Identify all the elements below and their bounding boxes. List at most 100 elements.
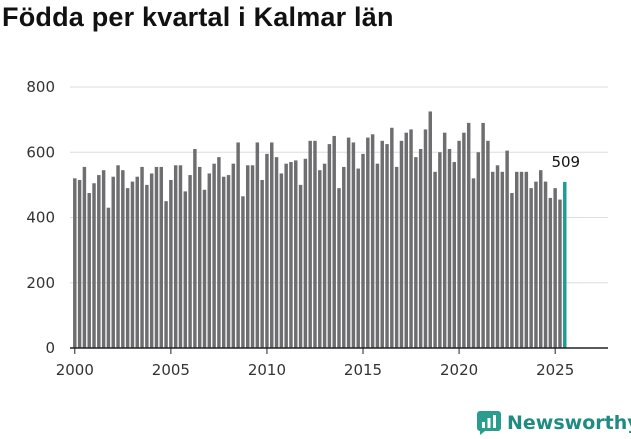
bar — [351, 142, 356, 348]
bar — [294, 160, 298, 348]
newsworthy-logo: Newsworthy — [477, 408, 631, 438]
bar — [279, 173, 284, 348]
bar — [159, 166, 163, 348]
bar — [145, 184, 149, 349]
bar — [270, 142, 274, 348]
bar — [471, 178, 476, 348]
bar — [327, 144, 332, 348]
bar — [375, 163, 380, 348]
bar — [366, 137, 370, 348]
bar — [539, 170, 543, 348]
x-axis-ticks: 2000 2005 2010 2015 2020 2025 — [56, 348, 574, 379]
bar — [466, 122, 471, 348]
bar — [318, 170, 322, 348]
bar — [346, 137, 351, 348]
bar — [212, 163, 216, 348]
x-tick-label: 2015 — [344, 361, 382, 379]
bar — [183, 191, 188, 348]
bar — [241, 196, 245, 348]
bar — [116, 165, 120, 348]
bar — [125, 188, 130, 348]
bar — [548, 197, 553, 348]
bar — [255, 142, 260, 348]
bar — [231, 163, 236, 348]
y-tick-label: 400 — [26, 209, 55, 227]
bar — [274, 157, 279, 348]
bar — [500, 171, 505, 348]
annotations: 509 — [551, 153, 580, 171]
bar — [438, 152, 442, 348]
x-tick-label: 2005 — [152, 361, 190, 379]
bar — [284, 163, 288, 348]
bar — [77, 179, 82, 348]
bar — [173, 165, 178, 348]
bar — [490, 171, 495, 348]
bar-latest — [563, 181, 567, 348]
bar — [356, 168, 360, 348]
bar — [322, 163, 327, 348]
bar — [418, 148, 423, 348]
bar — [423, 129, 428, 348]
bar — [380, 140, 384, 348]
bar — [409, 129, 413, 348]
bar — [370, 134, 375, 348]
bar — [519, 171, 524, 348]
bar — [313, 140, 317, 348]
bar — [495, 165, 500, 348]
x-tick-label: 2010 — [248, 361, 286, 379]
bar — [236, 142, 240, 348]
bar — [529, 188, 533, 348]
y-tick-label: 200 — [26, 274, 55, 292]
bar — [433, 171, 437, 348]
bar — [188, 175, 192, 348]
bar — [73, 178, 77, 348]
bar — [332, 135, 336, 348]
y-axis-labels: 0 200 400 600 800 — [26, 78, 55, 357]
bar — [92, 183, 96, 348]
bar — [250, 165, 255, 348]
y-tick-label: 600 — [26, 143, 55, 161]
bar — [361, 153, 365, 348]
bar — [226, 175, 231, 348]
bar — [486, 140, 490, 348]
bar — [207, 173, 212, 348]
bar — [202, 189, 207, 348]
last-value-label: 509 — [551, 153, 580, 171]
bar — [140, 166, 144, 348]
bar — [298, 184, 303, 349]
x-tick-label: 2020 — [440, 361, 478, 379]
bar — [342, 166, 346, 348]
bar — [447, 148, 452, 348]
bar — [510, 193, 514, 348]
bar — [442, 132, 447, 348]
bar — [308, 140, 312, 348]
x-tick-label: 2000 — [56, 361, 94, 379]
bar — [169, 179, 173, 348]
bar — [303, 158, 308, 348]
page-title: Födda per kvartal i Kalmar län — [2, 2, 394, 32]
bar — [193, 148, 197, 348]
bar — [289, 162, 293, 348]
bar — [534, 181, 538, 348]
bar — [197, 166, 202, 348]
bar — [505, 150, 509, 348]
bar — [121, 170, 125, 348]
bar — [524, 171, 529, 348]
bar — [164, 201, 168, 348]
bar — [481, 122, 485, 348]
bar — [452, 162, 457, 348]
bar — [337, 188, 341, 348]
bar — [515, 171, 519, 348]
y-tick-label: 800 — [26, 78, 55, 96]
bar — [428, 111, 432, 348]
bar — [154, 166, 159, 348]
bar — [414, 157, 418, 348]
bar — [246, 165, 250, 348]
bar — [399, 140, 404, 348]
bar — [265, 153, 269, 348]
brand-name: Newsworthy — [507, 412, 631, 434]
bar — [217, 157, 221, 348]
bar — [178, 165, 183, 348]
bar — [553, 188, 557, 348]
bar — [476, 152, 481, 348]
